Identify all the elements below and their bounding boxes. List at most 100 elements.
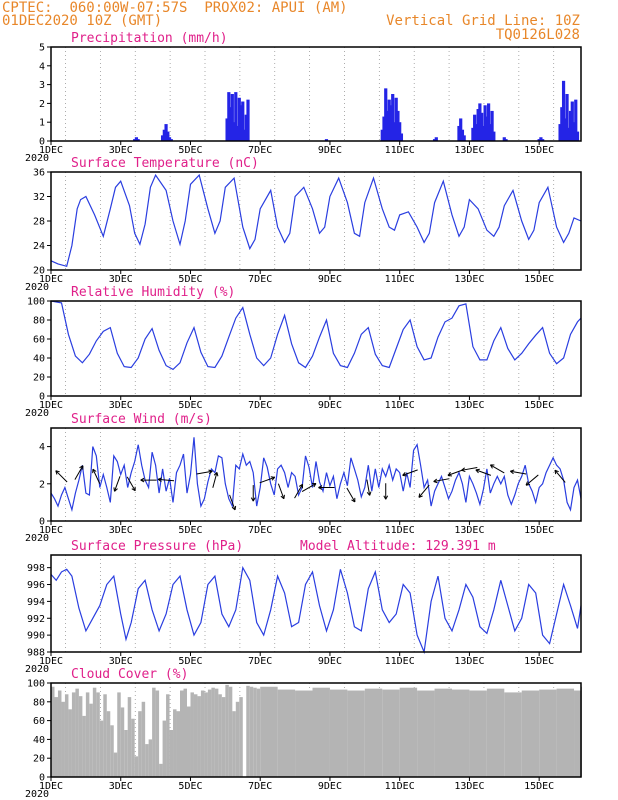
wind-arrow	[212, 472, 219, 488]
cloud-bar	[214, 688, 219, 777]
x-tick-label: 13DEC	[454, 145, 484, 156]
x-tick-label: 11DEC	[385, 145, 415, 156]
cloud-bar	[207, 689, 212, 777]
cloud-bar	[295, 690, 313, 777]
cloud-bar	[221, 697, 226, 777]
panel-frame	[50, 427, 582, 522]
x-tick-label: 13DEC	[454, 274, 484, 285]
precip-bar	[504, 139, 508, 141]
cloud-bar	[131, 718, 135, 777]
cloud-bar	[253, 687, 257, 777]
precip-bar	[459, 118, 463, 141]
wind-arrow	[525, 474, 539, 486]
cloud-bar	[152, 687, 156, 777]
x-tick-label: 5DEC	[178, 781, 202, 792]
x-tick-label: 13DEC	[454, 656, 484, 667]
y-tick-label: 100	[27, 297, 45, 308]
panel-2: 20 24 28 32 36 1DEC 3DEC 5DEC 7DEC 9DEC 11DEC 13DEC…	[25, 156, 582, 293]
precip-bar	[560, 107, 564, 141]
y-tick-label: 4	[39, 442, 45, 453]
wind-arrow	[447, 469, 464, 477]
cloud-bar	[197, 696, 201, 777]
precip-bar	[567, 127, 571, 141]
wind-arrow	[55, 470, 68, 483]
series-line	[50, 173, 582, 268]
panel-frame	[50, 300, 582, 397]
x-tick-label: 9DEC	[318, 145, 342, 156]
precip-bar	[471, 127, 475, 141]
cloud-bar	[110, 725, 114, 777]
precip-bar	[537, 139, 541, 141]
cloud-bar	[71, 692, 76, 777]
cloud-bar	[382, 689, 400, 777]
panel-3: 0 20 40 60 80 100 1DEC 3DEC 5DEC 7DEC 9DEC 11DEC 13D…	[25, 285, 582, 419]
x-tick-label: 9DEC	[318, 400, 342, 411]
x-tick-label: 9DEC	[318, 525, 342, 536]
cloud-bar	[521, 690, 540, 777]
precip-bar	[483, 105, 487, 141]
cloud-bar	[148, 739, 153, 777]
cloud-bar	[162, 720, 167, 777]
y-tick-label: 2	[39, 479, 45, 490]
cloud-bar	[75, 688, 79, 777]
panel-frame	[50, 682, 582, 778]
cloud-bar	[486, 688, 505, 777]
x-tick-label: 15DEC	[524, 525, 554, 536]
cloud-bar	[180, 690, 184, 777]
x-tick-label: 3DEC	[109, 400, 133, 411]
year-label: 2020	[25, 282, 49, 293]
precip-bar	[558, 124, 562, 141]
y-tick-label: 24	[33, 241, 45, 252]
series-line	[50, 565, 582, 655]
cloud-bar	[232, 711, 236, 777]
cloud-bar	[556, 688, 575, 777]
precip-bar	[392, 122, 397, 141]
header-coords: 060:00W-07:57S	[69, 0, 188, 16]
header-vgrid-label: Vertical Grid Line: 10Z	[386, 13, 580, 29]
cloud-bar	[138, 711, 142, 777]
precip-bar	[324, 139, 329, 141]
cloud-bar	[329, 689, 348, 777]
precip-bar	[241, 101, 245, 141]
cloud-bar	[218, 694, 222, 777]
wind-arrow	[475, 468, 492, 476]
cloud-bar	[145, 744, 149, 777]
precip-bar	[239, 105, 243, 141]
wind-arrow	[74, 465, 84, 480]
precip-bar	[561, 80, 566, 141]
header-source: CPTEC: 060:00W-07:57S PROX02: APUI (AM)	[2, 1, 348, 16]
cloud-bar	[57, 690, 62, 777]
cloud-bar	[277, 689, 296, 777]
y-tick-label: 990	[27, 631, 45, 642]
precip-bar	[166, 131, 170, 141]
precip-bar	[568, 110, 573, 141]
precip-bar	[133, 139, 137, 141]
panel-frame	[50, 554, 582, 653]
y-tick-label: 60	[33, 716, 45, 727]
cloud-bar	[169, 730, 174, 777]
precip-bar	[480, 112, 484, 141]
panel-title: Surface Temperature (nC)	[71, 156, 259, 171]
precip-bar	[457, 125, 461, 141]
cloud-bar	[186, 706, 191, 777]
precip-bar	[228, 107, 233, 141]
cloud-bar	[78, 696, 83, 777]
x-tick-label: 7DEC	[248, 274, 272, 285]
x-tick-label: 1DEC	[39, 781, 63, 792]
precip-bar	[399, 133, 404, 141]
cloud-bar	[469, 690, 487, 777]
cloud-bar	[64, 694, 69, 777]
year-label: 2020	[25, 408, 49, 419]
precip-bar	[570, 101, 574, 141]
precip-bar	[160, 135, 165, 141]
x-tick-label: 5DEC	[178, 274, 202, 285]
panel-5: 988 990 992 994 996 998 1DEC 3DEC 5DEC 7DEC 9DEC 11…	[25, 539, 582, 675]
wind-arrow	[157, 477, 175, 483]
cloud-bar	[451, 689, 470, 777]
wind-arrow	[346, 487, 356, 503]
x-tick-label: 15DEC	[524, 656, 554, 667]
y-tick-label: 0	[39, 137, 45, 148]
x-tick-label: 3DEC	[109, 525, 133, 536]
y-tick-label: 994	[27, 597, 45, 608]
cloud-bar	[183, 688, 187, 777]
